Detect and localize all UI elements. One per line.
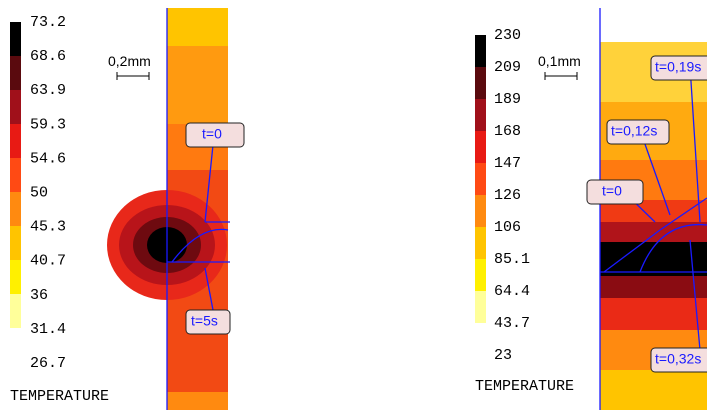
colorbar-label: 189	[494, 91, 521, 108]
left-colorbar	[10, 22, 21, 328]
annotation: t=0,12s	[611, 123, 657, 139]
colorbar-label: 50	[30, 184, 48, 201]
colorbar-label: 63.9	[30, 82, 66, 99]
colorbar-label: 26.7	[30, 355, 66, 372]
colorbar-label: 126	[494, 187, 521, 204]
colorbar-label: 147	[494, 155, 521, 172]
colorbar-label: 45.3	[30, 219, 66, 236]
annotation: t=0,19s	[655, 59, 701, 75]
colorbar-label: 54.6	[30, 150, 66, 167]
colorbar-label: 73.2	[30, 14, 66, 31]
annotation: t=0	[602, 183, 622, 199]
scale-bar	[544, 72, 578, 80]
scale-label: 0,1mm	[538, 53, 581, 69]
colorbar-label: 64.4	[494, 283, 530, 300]
colorbar-label: 209	[494, 59, 521, 76]
colorbar-label: 106	[494, 219, 521, 236]
colorbar-label: 59.3	[30, 116, 66, 133]
left-field	[107, 8, 230, 410]
colorbar-label: 31.4	[30, 321, 66, 338]
colorbar-label: 36	[30, 287, 48, 304]
colorbar-label: 43.7	[494, 315, 530, 332]
colorbar-title: TEMPERATURE	[475, 378, 574, 395]
scale-label: 0,2mm	[108, 53, 151, 69]
colorbar-label: 230	[494, 27, 521, 44]
annotation: t=0	[202, 126, 222, 142]
right-colorbar	[475, 35, 486, 323]
colorbar-label: 168	[494, 123, 521, 140]
colorbar-label: 40.7	[30, 253, 66, 270]
colorbar-label: 23	[494, 347, 512, 364]
annotation: t=5s	[191, 313, 218, 329]
scale-bar	[116, 72, 150, 80]
colorbar-title: TEMPERATURE	[10, 388, 109, 405]
colorbar-label: 68.6	[30, 48, 66, 65]
colorbar-label: 85.1	[494, 251, 530, 268]
annotation: t=0,32s	[655, 351, 701, 367]
